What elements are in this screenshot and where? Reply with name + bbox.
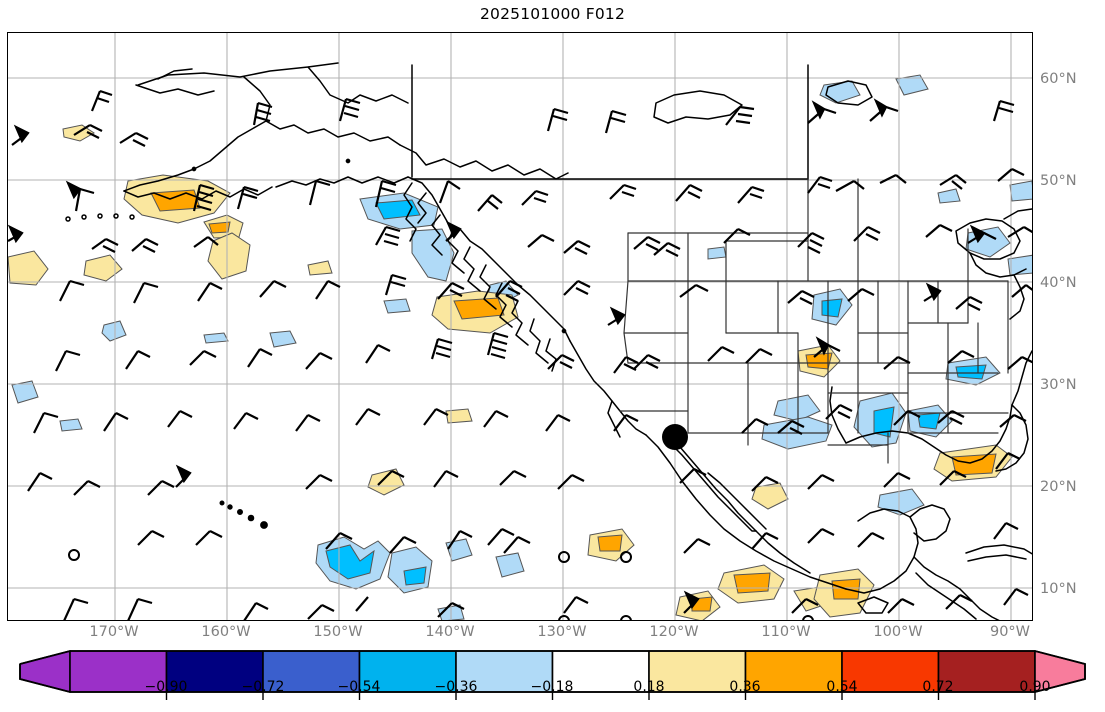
lon-tick-150w: 150°W xyxy=(313,624,363,640)
cb-outline xyxy=(19,650,1086,693)
gridlines xyxy=(8,33,1032,620)
lon-tick-170w: 170°W xyxy=(89,624,139,640)
cb-tick-6: 0.36 xyxy=(729,679,761,695)
lat-tick-30n: 30°N xyxy=(1040,377,1077,393)
lat-tick-40n: 40°N xyxy=(1040,275,1077,291)
lat-tick-20n: 20°N xyxy=(1040,479,1077,495)
cb-seg-3 xyxy=(358,650,457,693)
cb-tick-8: 0.72 xyxy=(922,679,954,695)
lon-tick-160w: 160°W xyxy=(201,624,251,640)
lat-tick-50n: 50°N xyxy=(1040,173,1077,189)
cb-tick-9: 0.90 xyxy=(1019,679,1051,695)
colorbar[interactable] xyxy=(0,648,1105,712)
colorbar-svg xyxy=(19,650,1086,700)
cb-seg-9 xyxy=(937,650,1036,693)
calm-wind-circles xyxy=(68,549,814,620)
cb-tick-0: −0.90 xyxy=(144,679,188,695)
lon-tick-130w: 130°W xyxy=(537,624,587,640)
cb-tick-7: 0.54 xyxy=(826,679,858,695)
lon-tick-90w: 90°W xyxy=(989,624,1031,640)
filled-circle-marker xyxy=(662,424,688,450)
figure-title: 2025101000 F012 xyxy=(479,5,626,23)
cb-seg-4 xyxy=(455,650,554,693)
lon-tick-110w: 110°W xyxy=(761,624,811,640)
cb-tick-2: −0.54 xyxy=(337,679,381,695)
lat-tick-10n: 10°N xyxy=(1040,581,1077,597)
cb-tick-3: −0.36 xyxy=(434,679,478,695)
map-canvas[interactable] xyxy=(7,32,1033,621)
cb-tick-4: −0.18 xyxy=(530,679,574,695)
map-svg xyxy=(8,33,1032,620)
lon-tick-120w: 120°W xyxy=(649,624,699,640)
cb-seg-1 xyxy=(165,650,264,693)
lat-tick-60n: 60°N xyxy=(1040,71,1077,87)
lon-tick-100w: 100°W xyxy=(873,624,923,640)
coastlines xyxy=(65,62,1032,620)
lon-tick-140w: 140°W xyxy=(425,624,475,640)
cb-tick-1: −0.72 xyxy=(241,679,285,695)
cb-tick-5: 0.18 xyxy=(633,679,665,695)
cb-seg-5 xyxy=(551,650,650,693)
wind-barbs xyxy=(8,89,1032,620)
